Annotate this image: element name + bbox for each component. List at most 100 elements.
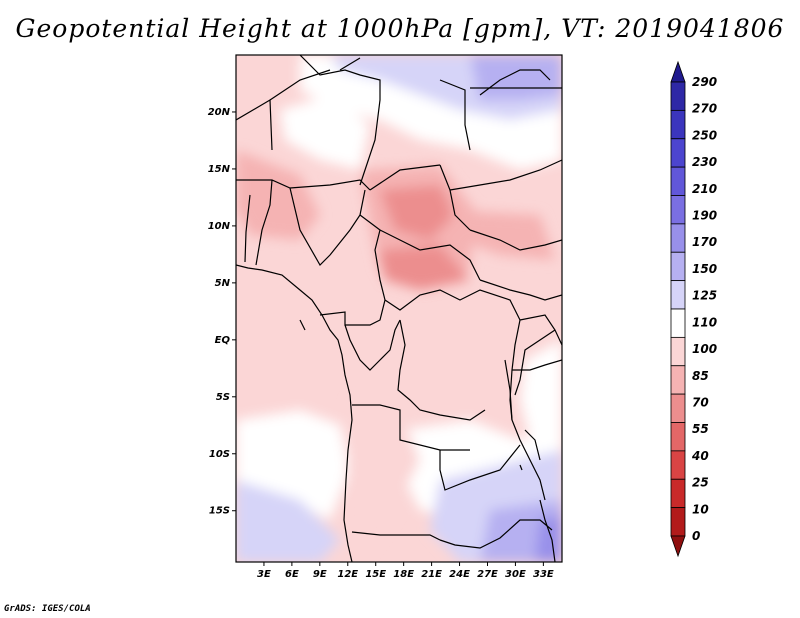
border-sudan-ethiopia: [469, 229, 562, 251]
colorbar: 2902702502302101901701501251101008570554…: [670, 60, 717, 558]
colorbar-swatch: [670, 223, 686, 253]
border-uganda: [519, 314, 562, 346]
border-south-sudan: [479, 279, 562, 301]
colorbar-swatch: [670, 251, 686, 282]
colorbar-swatch: [670, 507, 686, 537]
lon-tick-label: 27E: [477, 569, 498, 580]
colorbar-label: 210: [692, 182, 717, 196]
border-congo: [344, 319, 401, 371]
colorbar-label: 10: [692, 502, 709, 516]
lon-tick-label: 24E: [449, 569, 470, 580]
colorbar-swatch: [670, 166, 686, 196]
colorbar-swatch: [670, 336, 686, 367]
colorbar-label: 40: [691, 449, 709, 463]
lake-malawi: [524, 429, 541, 461]
border-malawi: [519, 439, 546, 501]
border-tanzania: [512, 359, 562, 371]
lon-tick-label: 9E: [313, 569, 327, 580]
border-car-drc: [384, 289, 521, 321]
field-core-sudan: [450, 210, 555, 260]
border-botswana: [439, 519, 553, 549]
colorbar-label: 25: [692, 476, 709, 490]
lon-tick-label: 12E: [337, 569, 358, 580]
field-lavender-southwest: [236, 480, 340, 562]
border-algeria-niger: [269, 69, 331, 101]
lat-axis: 20N 15N 10N 5N EQ 5S 10S 15S: [208, 107, 236, 517]
border-libya-chad: [369, 164, 441, 191]
border-chad-cameroon: [359, 214, 386, 301]
lat-tick-label: 15N: [208, 164, 231, 175]
red-sea-coast: [479, 69, 551, 96]
border-niger-south: [236, 179, 371, 191]
field-purple-north: [470, 55, 562, 100]
colorbar-label: 270: [692, 102, 717, 116]
lake-victoria: [514, 329, 556, 396]
colorbar-label: 190: [692, 209, 717, 223]
border-drc-east: [509, 319, 521, 441]
lon-tick-label: 6E: [285, 569, 299, 580]
field-white-sahara: [280, 95, 370, 170]
border-chad-sudan: [439, 164, 471, 231]
plot-frame: [235, 54, 563, 563]
field-white-east: [520, 340, 562, 450]
field-core-car: [380, 245, 470, 290]
lon-tick-label: 3E: [257, 569, 271, 580]
border-mali: [236, 98, 273, 151]
island-bioko: [299, 319, 306, 331]
colorbar-swatch: [670, 450, 686, 480]
colorbar-top-triangle: [670, 60, 686, 83]
colorbar-label: 125: [692, 289, 717, 303]
height-field: [236, 55, 562, 562]
border-libya-chad-west: [299, 55, 381, 186]
colorbar-label: 55: [692, 422, 709, 436]
colorbar-swatch: [670, 393, 686, 423]
colorbar-swatch: [670, 280, 686, 310]
colorbar-swatch: [670, 81, 686, 111]
border-togo: [244, 194, 251, 263]
colorbar-swatch: [670, 422, 686, 452]
border-sudan-north: [449, 159, 562, 191]
border-egypt-sudan: [439, 79, 471, 151]
border-zambia: [439, 444, 521, 491]
field-core-west: [236, 150, 320, 240]
colorbar-label: 230: [692, 155, 717, 169]
border-benin: [255, 179, 273, 266]
border-cameroon-gabon: [319, 299, 386, 326]
border-chad-car: [379, 229, 481, 281]
colorbar-swatch: [670, 195, 686, 225]
colorbar-bottom-triangle: [670, 535, 686, 558]
lake-tanganyika: [504, 359, 513, 421]
lat-tick-label: 10S: [209, 449, 230, 460]
colorbar-swatch: [670, 138, 686, 168]
colorbar-label: 170: [692, 235, 717, 249]
grads-credit: GrADS: IGES/COLA: [4, 604, 91, 614]
colorbar-label: 0: [692, 529, 700, 543]
field-core-chad-dark: [380, 185, 455, 240]
colorbar-label: 70: [692, 395, 709, 409]
lat-tick-label: EQ: [215, 335, 231, 346]
lon-axis: 3E 6E 9E 12E 15E 18E 21E 24E 27E 30E 33E: [257, 562, 554, 580]
border-north-a: [339, 57, 361, 71]
lake-small: [519, 464, 523, 471]
coastline-west: [236, 264, 353, 562]
map-borders: [236, 55, 562, 562]
border-namibia: [351, 531, 441, 541]
lat-tick-label: 15S: [209, 506, 230, 517]
lon-tick-label: 30E: [505, 569, 526, 580]
colorbar-swatch: [670, 478, 686, 509]
colorbar-label: 110: [692, 315, 717, 329]
colorbar-label: 85: [692, 369, 709, 383]
colorbar-swatch: [670, 308, 686, 338]
lon-tick-label: 15E: [365, 569, 386, 580]
lat-tick-label: 5N: [215, 278, 231, 289]
border-angola-north: [352, 404, 470, 451]
border-drc-angola: [397, 319, 486, 421]
colorbar-label: 250: [692, 128, 717, 142]
lon-tick-label: 33E: [533, 569, 554, 580]
colorbar-swatch: [670, 109, 686, 140]
field-deep-southeast: [535, 515, 562, 562]
map-title: Geopotential Height at 1000hPa [gpm], VT…: [15, 14, 785, 43]
colorbar-label: 100: [692, 342, 717, 356]
lat-tick-label: 5S: [216, 392, 230, 403]
